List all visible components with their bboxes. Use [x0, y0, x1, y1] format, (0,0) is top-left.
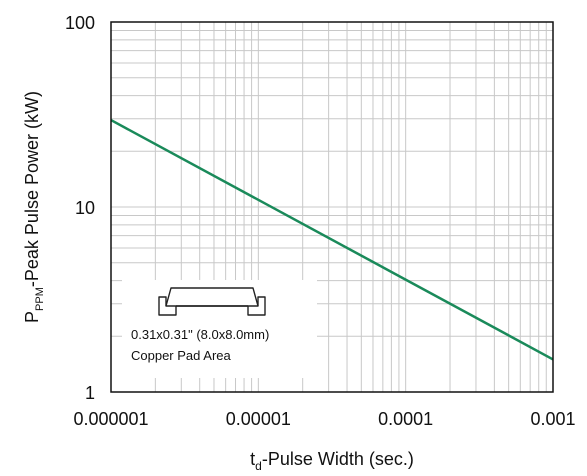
x-tick-label: 0.0001 [378, 409, 433, 429]
plot-frame [110, 21, 554, 393]
x-tick-label: 0.001 [530, 409, 575, 429]
tick-labels: 0.000001 0.00001 0.0001 0.001 1 10 100 [65, 13, 576, 429]
y-tick-label: 100 [65, 13, 95, 33]
series-layer [110, 118, 554, 361]
inset-line-1: 0.31x0.31" (8.0x8.0mm) [131, 327, 269, 342]
inset-line-2: Copper Pad Area [131, 348, 232, 363]
y-tick-label: 1 [85, 383, 95, 403]
inset-annotation: 0.31x0.31" (8.0x8.0mm) Copper Pad Area [122, 280, 317, 378]
x-tick-label: 0.000001 [73, 409, 148, 429]
x-tick-label: 0.00001 [226, 409, 291, 429]
inset-background [122, 280, 317, 378]
y-axis-title: PPPM-Peak Pulse Power (kW) [22, 91, 46, 323]
grid [111, 22, 553, 392]
x-axis-title: td-Pulse Width (sec.) [250, 449, 414, 473]
copper-pad-icon [158, 287, 266, 316]
series-line-0 [110, 118, 554, 361]
y-tick-label: 10 [75, 198, 95, 218]
